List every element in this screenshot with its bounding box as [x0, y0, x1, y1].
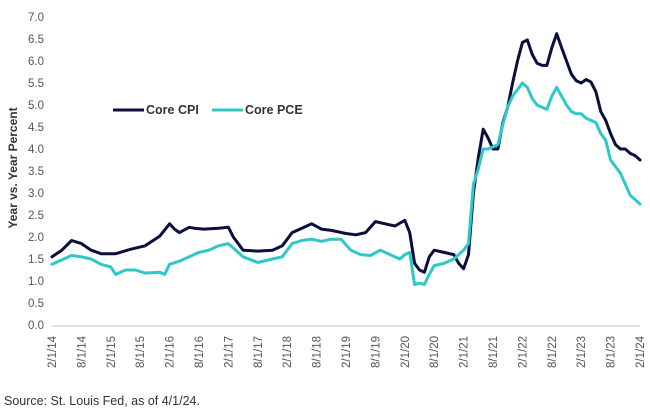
y-tick-label: 3.0 [28, 188, 44, 200]
legend-label-core-cpi: Core CPI [146, 103, 199, 117]
x-tick-label: 2/1/24 [635, 335, 647, 368]
x-tick-label: 2/1/23 [576, 336, 588, 368]
x-tick-label: 8/1/23 [606, 336, 618, 368]
legend: Core CPI Core PCE [113, 103, 303, 117]
x-tick-label: 8/1/22 [547, 336, 559, 368]
x-tick-label: 8/1/18 [312, 336, 324, 368]
y-tick-label: 0.0 [28, 320, 44, 332]
x-axis-ticks: 2/1/14 8/1/14 2/1/15 8/1/15 2/1/16 8/1/16 2/1/… [47, 335, 647, 368]
y-axis-label: Year vs. Year Percent [6, 107, 20, 228]
y-axis-ticks: 0.0 0.5 1.0 1.5 2.0 2.5 3.0 3.5 4.0 4.5 5.0 5.5 6.0 6… [28, 12, 44, 332]
y-tick-label: 6.5 [28, 34, 44, 46]
y-tick-label: 5.0 [28, 100, 44, 112]
x-tick-label: 8/1/20 [429, 336, 441, 368]
y-tick-label: 1.0 [28, 276, 44, 288]
x-tick-label: 8/1/16 [194, 336, 206, 368]
x-tick-label: 8/1/14 [76, 335, 88, 368]
x-tick-label: 2/1/19 [341, 336, 353, 368]
source-note: Source: St. Louis Fed, as of 4/1/24. [4, 394, 200, 408]
y-tick-label: 7.0 [28, 12, 44, 24]
legend-label-core-pce: Core PCE [245, 103, 303, 117]
series-lines [50, 32, 642, 286]
y-tick-label: 1.5 [28, 254, 44, 266]
y-tick-label: 4.5 [28, 122, 44, 134]
x-tick-label: 2/1/14 [47, 335, 59, 368]
y-tick-label: 3.5 [28, 166, 44, 178]
y-tick-label: 5.5 [28, 78, 44, 90]
x-tick-label: 2/1/20 [400, 336, 412, 368]
x-tick-label: 2/1/16 [165, 336, 177, 368]
x-tick-label: 8/1/19 [370, 336, 382, 368]
y-tick-label: 4.0 [28, 144, 44, 156]
y-tick-label: 0.5 [28, 298, 44, 310]
x-tick-label: 2/1/15 [106, 336, 118, 368]
x-tick-label: 8/1/17 [253, 336, 265, 368]
x-tick-label: 8/1/15 [135, 336, 147, 368]
y-tick-label: 2.0 [28, 232, 44, 244]
x-tick-label: 2/1/21 [459, 336, 471, 368]
x-tick-label: 2/1/22 [517, 336, 529, 368]
y-tick-label: 2.5 [28, 210, 44, 222]
x-tick-label: 2/1/17 [223, 336, 235, 368]
core-cpi-line [50, 32, 642, 274]
x-tick-label: 8/1/21 [488, 336, 500, 368]
core-pce-line [50, 81, 642, 286]
y-tick-label: 6.0 [28, 56, 44, 68]
x-tick-label: 2/1/18 [282, 336, 294, 368]
